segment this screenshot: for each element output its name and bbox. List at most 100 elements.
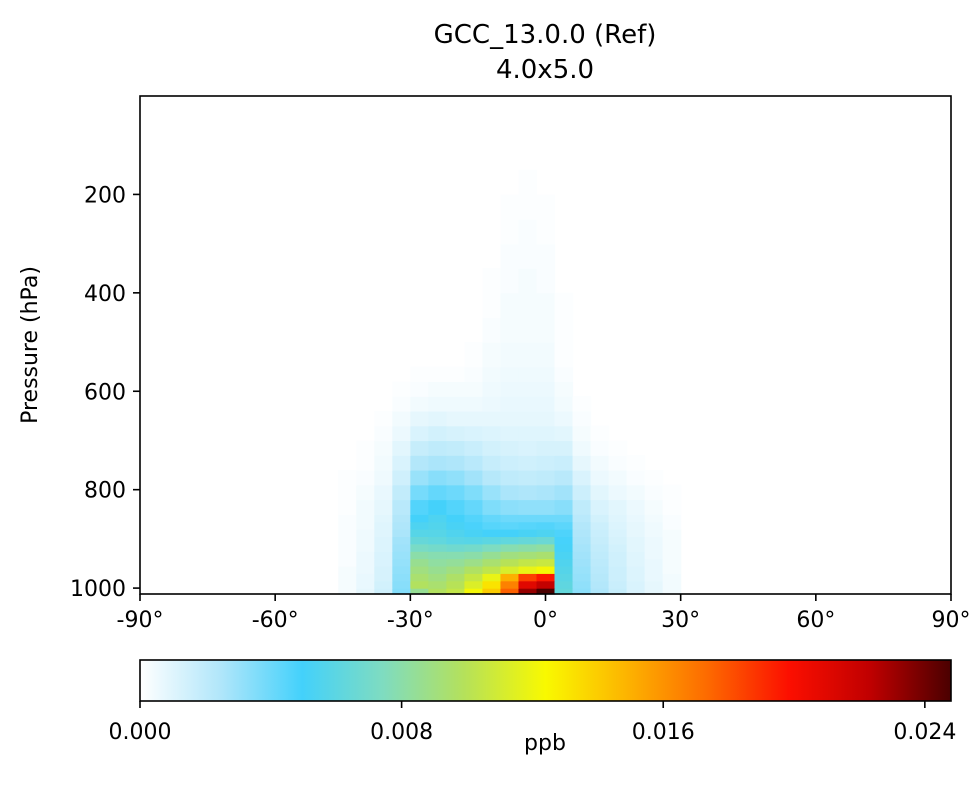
y-axis: 200 400 600 800 1000	[70, 183, 140, 602]
heatmap-cell	[626, 558, 646, 567]
chart-title: GCC_13.0.0 (Ref)	[434, 20, 657, 50]
heatmap-cell	[374, 455, 393, 471]
heatmap-cell	[662, 521, 682, 530]
heatmap-cell	[338, 543, 357, 552]
heatmap-cell	[428, 396, 447, 412]
heatmap-cell	[536, 521, 556, 530]
heatmap-cell	[518, 317, 538, 343]
y-tick-label: 1000	[70, 577, 126, 602]
heatmap-cell	[482, 396, 502, 412]
heatmap-cell	[482, 543, 502, 552]
heatmap-cell	[482, 469, 502, 486]
heatmap-cell	[446, 580, 465, 589]
heatmap-cell	[410, 521, 429, 530]
heatmap-cell	[500, 440, 520, 456]
heatmap-cell	[374, 588, 393, 595]
heatmap-cell	[572, 573, 592, 582]
heatmap-cell	[500, 292, 520, 319]
heatmap-cell	[608, 455, 628, 471]
heatmap-cell	[518, 342, 538, 368]
heatmap-cell	[590, 484, 610, 501]
heatmap-cell	[554, 396, 574, 412]
heatmap-cell	[500, 268, 520, 294]
heatmap-cell	[518, 573, 538, 582]
heatmap-cell	[464, 543, 484, 552]
heatmap-cell	[662, 573, 682, 582]
colorbar-ticks: 0.000 0.008 0.016 0.024	[109, 701, 956, 745]
y-axis-label: Pressure (hPa)	[18, 266, 43, 424]
heatmap-cell	[536, 565, 556, 574]
heatmap-cell	[446, 514, 465, 523]
heatmap-cell	[374, 484, 393, 501]
heatmap-cell	[590, 558, 610, 567]
heatmap-cell	[392, 499, 411, 515]
heatmap-cell	[518, 425, 538, 442]
heatmap-cell	[554, 543, 574, 552]
heatmap-cell	[446, 588, 465, 595]
heatmap-cell	[608, 529, 628, 538]
heatmap-cell	[392, 455, 411, 471]
heatmap-cell	[482, 499, 502, 515]
heatmap-cell	[410, 551, 429, 560]
heatmap-cell	[338, 536, 357, 545]
heatmap-cell	[572, 396, 592, 412]
heatmap-cell	[572, 499, 592, 515]
heatmap-cell	[446, 455, 465, 471]
heatmap-cell	[518, 521, 538, 530]
heatmap-cell	[374, 565, 393, 574]
heatmap-cell	[536, 194, 556, 220]
heatmap-cell	[500, 381, 520, 397]
heatmap-cell	[554, 536, 574, 545]
heatmap-cell	[392, 588, 411, 595]
heatmap-cell	[482, 440, 502, 456]
heatmap-cell	[518, 580, 538, 589]
heatmap-cell	[446, 469, 465, 486]
heatmap-cell	[572, 543, 592, 552]
heatmap-cell	[590, 529, 610, 538]
heatmap-cell	[572, 588, 592, 595]
heatmap-cell	[662, 499, 682, 515]
heatmap-cell	[554, 410, 574, 427]
heatmap-cell	[428, 440, 447, 456]
heatmap-cell	[518, 366, 538, 383]
heatmap-cell	[518, 410, 538, 427]
heatmap-cell	[464, 410, 484, 427]
heatmap-cell	[572, 565, 592, 574]
heatmap-cell	[446, 565, 465, 574]
heatmap-cell	[644, 565, 664, 574]
heatmap-cell	[410, 440, 429, 456]
heatmap-cell	[482, 536, 502, 545]
heatmap-cell	[554, 292, 574, 319]
heatmap-cell	[608, 573, 628, 582]
heatmap-cell	[572, 410, 592, 427]
heatmap-cell	[428, 410, 447, 427]
heatmap-cell	[428, 529, 447, 538]
heatmap-cell	[464, 342, 484, 368]
heatmap-cell	[590, 499, 610, 515]
heatmap-cell	[500, 529, 520, 538]
heatmap-cell	[410, 396, 429, 412]
heatmap-cell	[464, 366, 484, 383]
heatmap-cell	[374, 425, 393, 442]
heatmap-cell	[464, 381, 484, 397]
heatmap-cell	[518, 169, 538, 196]
heatmap-cell	[374, 410, 393, 427]
heatmap-cell	[500, 499, 520, 515]
heatmap-cell	[428, 588, 447, 595]
heatmap-cell	[464, 580, 484, 589]
heatmap-cell	[374, 499, 393, 515]
heatmap-cell	[518, 551, 538, 560]
heatmap-cell	[410, 580, 429, 589]
heatmap-cell	[446, 536, 465, 545]
heatmap-cell	[608, 536, 628, 545]
heatmap-cell	[356, 521, 375, 530]
heatmap-cell	[446, 381, 465, 397]
heatmap-cell	[482, 455, 502, 471]
heatmap-cell	[482, 410, 502, 427]
heatmap-cell	[536, 536, 556, 545]
heatmap-cell	[572, 484, 592, 501]
heatmap-cell	[392, 580, 411, 589]
heatmap-cell	[374, 551, 393, 560]
heatmap-cell	[554, 529, 574, 538]
